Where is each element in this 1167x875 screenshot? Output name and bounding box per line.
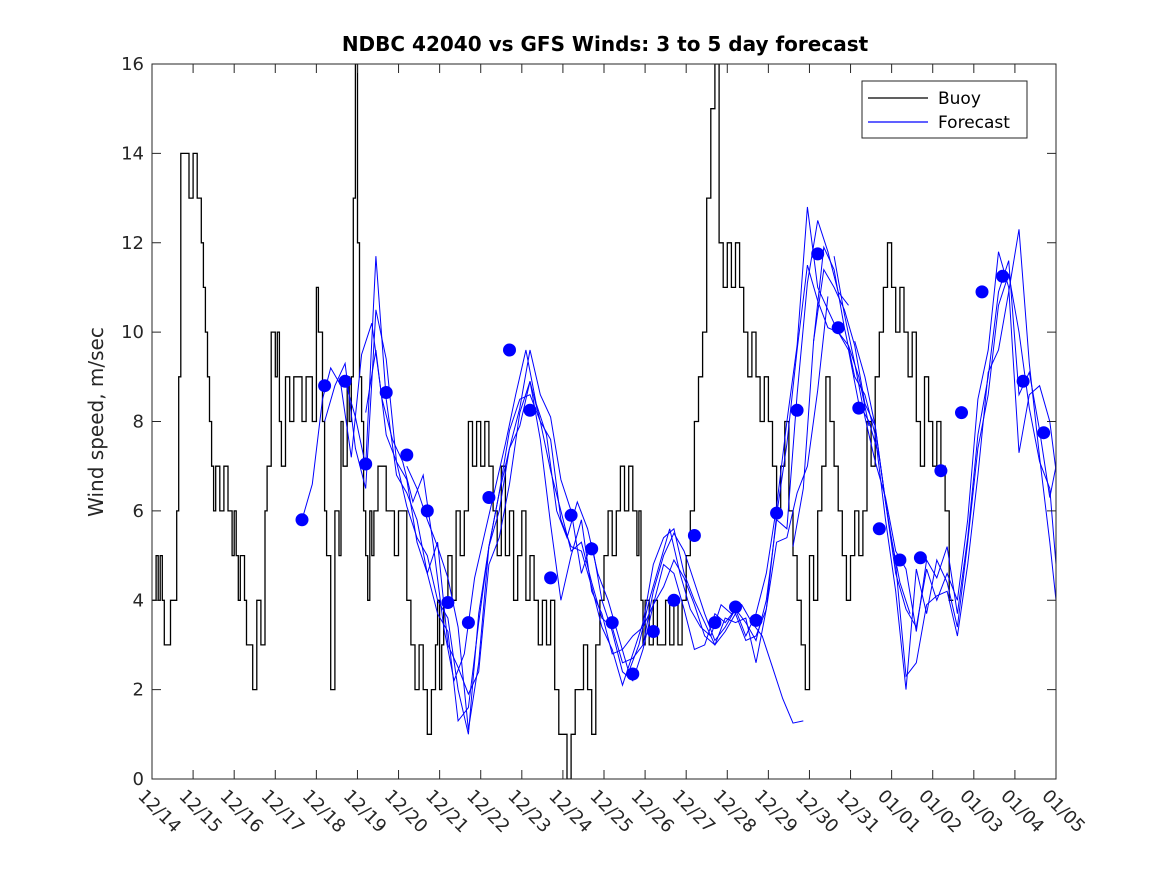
forecast-run-line-8 xyxy=(854,251,1056,629)
forecast-run-line-2 xyxy=(344,220,849,723)
forecast-marker xyxy=(955,406,968,420)
forecast-marker xyxy=(708,616,722,630)
forecast-marker xyxy=(975,285,989,299)
y-tick-label: 4 xyxy=(133,590,144,611)
legend-box xyxy=(861,80,1028,139)
forecast-marker xyxy=(913,551,927,565)
legend-buoy-label: Buoy xyxy=(938,89,981,109)
forecast-marker xyxy=(893,553,907,567)
forecast-marker xyxy=(872,522,886,536)
y-axis-label: Wind speed, m/sec xyxy=(84,327,108,517)
chart-title: NDBC 42040 vs GFS Winds: 3 to 5 day fore… xyxy=(342,32,869,56)
forecast-marker xyxy=(359,457,373,471)
legend-forecast-label: Forecast xyxy=(938,113,1010,133)
y-tick-label: 10 xyxy=(121,322,144,343)
forecast-marker xyxy=(687,529,701,542)
forecast-marker xyxy=(461,616,475,630)
forecast-marker xyxy=(585,542,599,556)
buoy-series-line xyxy=(152,64,954,779)
plot-layer xyxy=(152,64,1056,779)
forecast-marker xyxy=(831,321,845,335)
y-tick-label: 6 xyxy=(133,501,144,522)
y-tick-label: 0 xyxy=(133,769,144,790)
forecast-marker xyxy=(646,625,660,638)
forecast-marker xyxy=(338,374,352,388)
forecast-run-line-1 xyxy=(324,296,829,735)
forecast-marker xyxy=(379,386,393,399)
forecast-marker xyxy=(318,379,332,393)
forecast-marker xyxy=(749,613,763,627)
y-tick-label: 12 xyxy=(121,233,144,254)
forecast-marker xyxy=(934,464,948,478)
forecast-run-line-5 xyxy=(792,229,1056,678)
y-tick-label: 16 xyxy=(121,54,144,75)
forecast-marker xyxy=(295,513,309,527)
forecast-marker xyxy=(564,508,578,522)
forecast-marker xyxy=(420,504,434,518)
forecast-marker xyxy=(996,269,1010,283)
forecast-marker xyxy=(790,403,804,417)
y-tick-label: 8 xyxy=(133,412,144,433)
forecast-marker xyxy=(605,616,619,630)
forecast-marker xyxy=(770,506,784,520)
forecast-marker xyxy=(441,596,455,609)
y-tick-label: 2 xyxy=(133,680,144,701)
forecast-run-line-6 xyxy=(813,245,1056,690)
forecast-marker xyxy=(482,491,496,504)
forecast-marker xyxy=(852,401,866,415)
forecast-marker xyxy=(1037,426,1051,440)
forecast-marker xyxy=(400,448,414,462)
plot-content xyxy=(152,64,1056,779)
forecast-marker xyxy=(729,600,742,614)
forecast-marker xyxy=(626,667,640,681)
forecast-marker xyxy=(811,247,825,261)
forecast-marker xyxy=(1016,374,1030,388)
forecast-run-line-4 xyxy=(406,264,911,730)
forecast-marker xyxy=(523,403,537,417)
forecast-marker xyxy=(544,571,558,585)
forecast-marker xyxy=(667,593,681,607)
legend: Buoy Forecast xyxy=(861,80,1028,139)
forecast-marker xyxy=(503,343,516,357)
y-tick-label: 14 xyxy=(121,143,144,164)
